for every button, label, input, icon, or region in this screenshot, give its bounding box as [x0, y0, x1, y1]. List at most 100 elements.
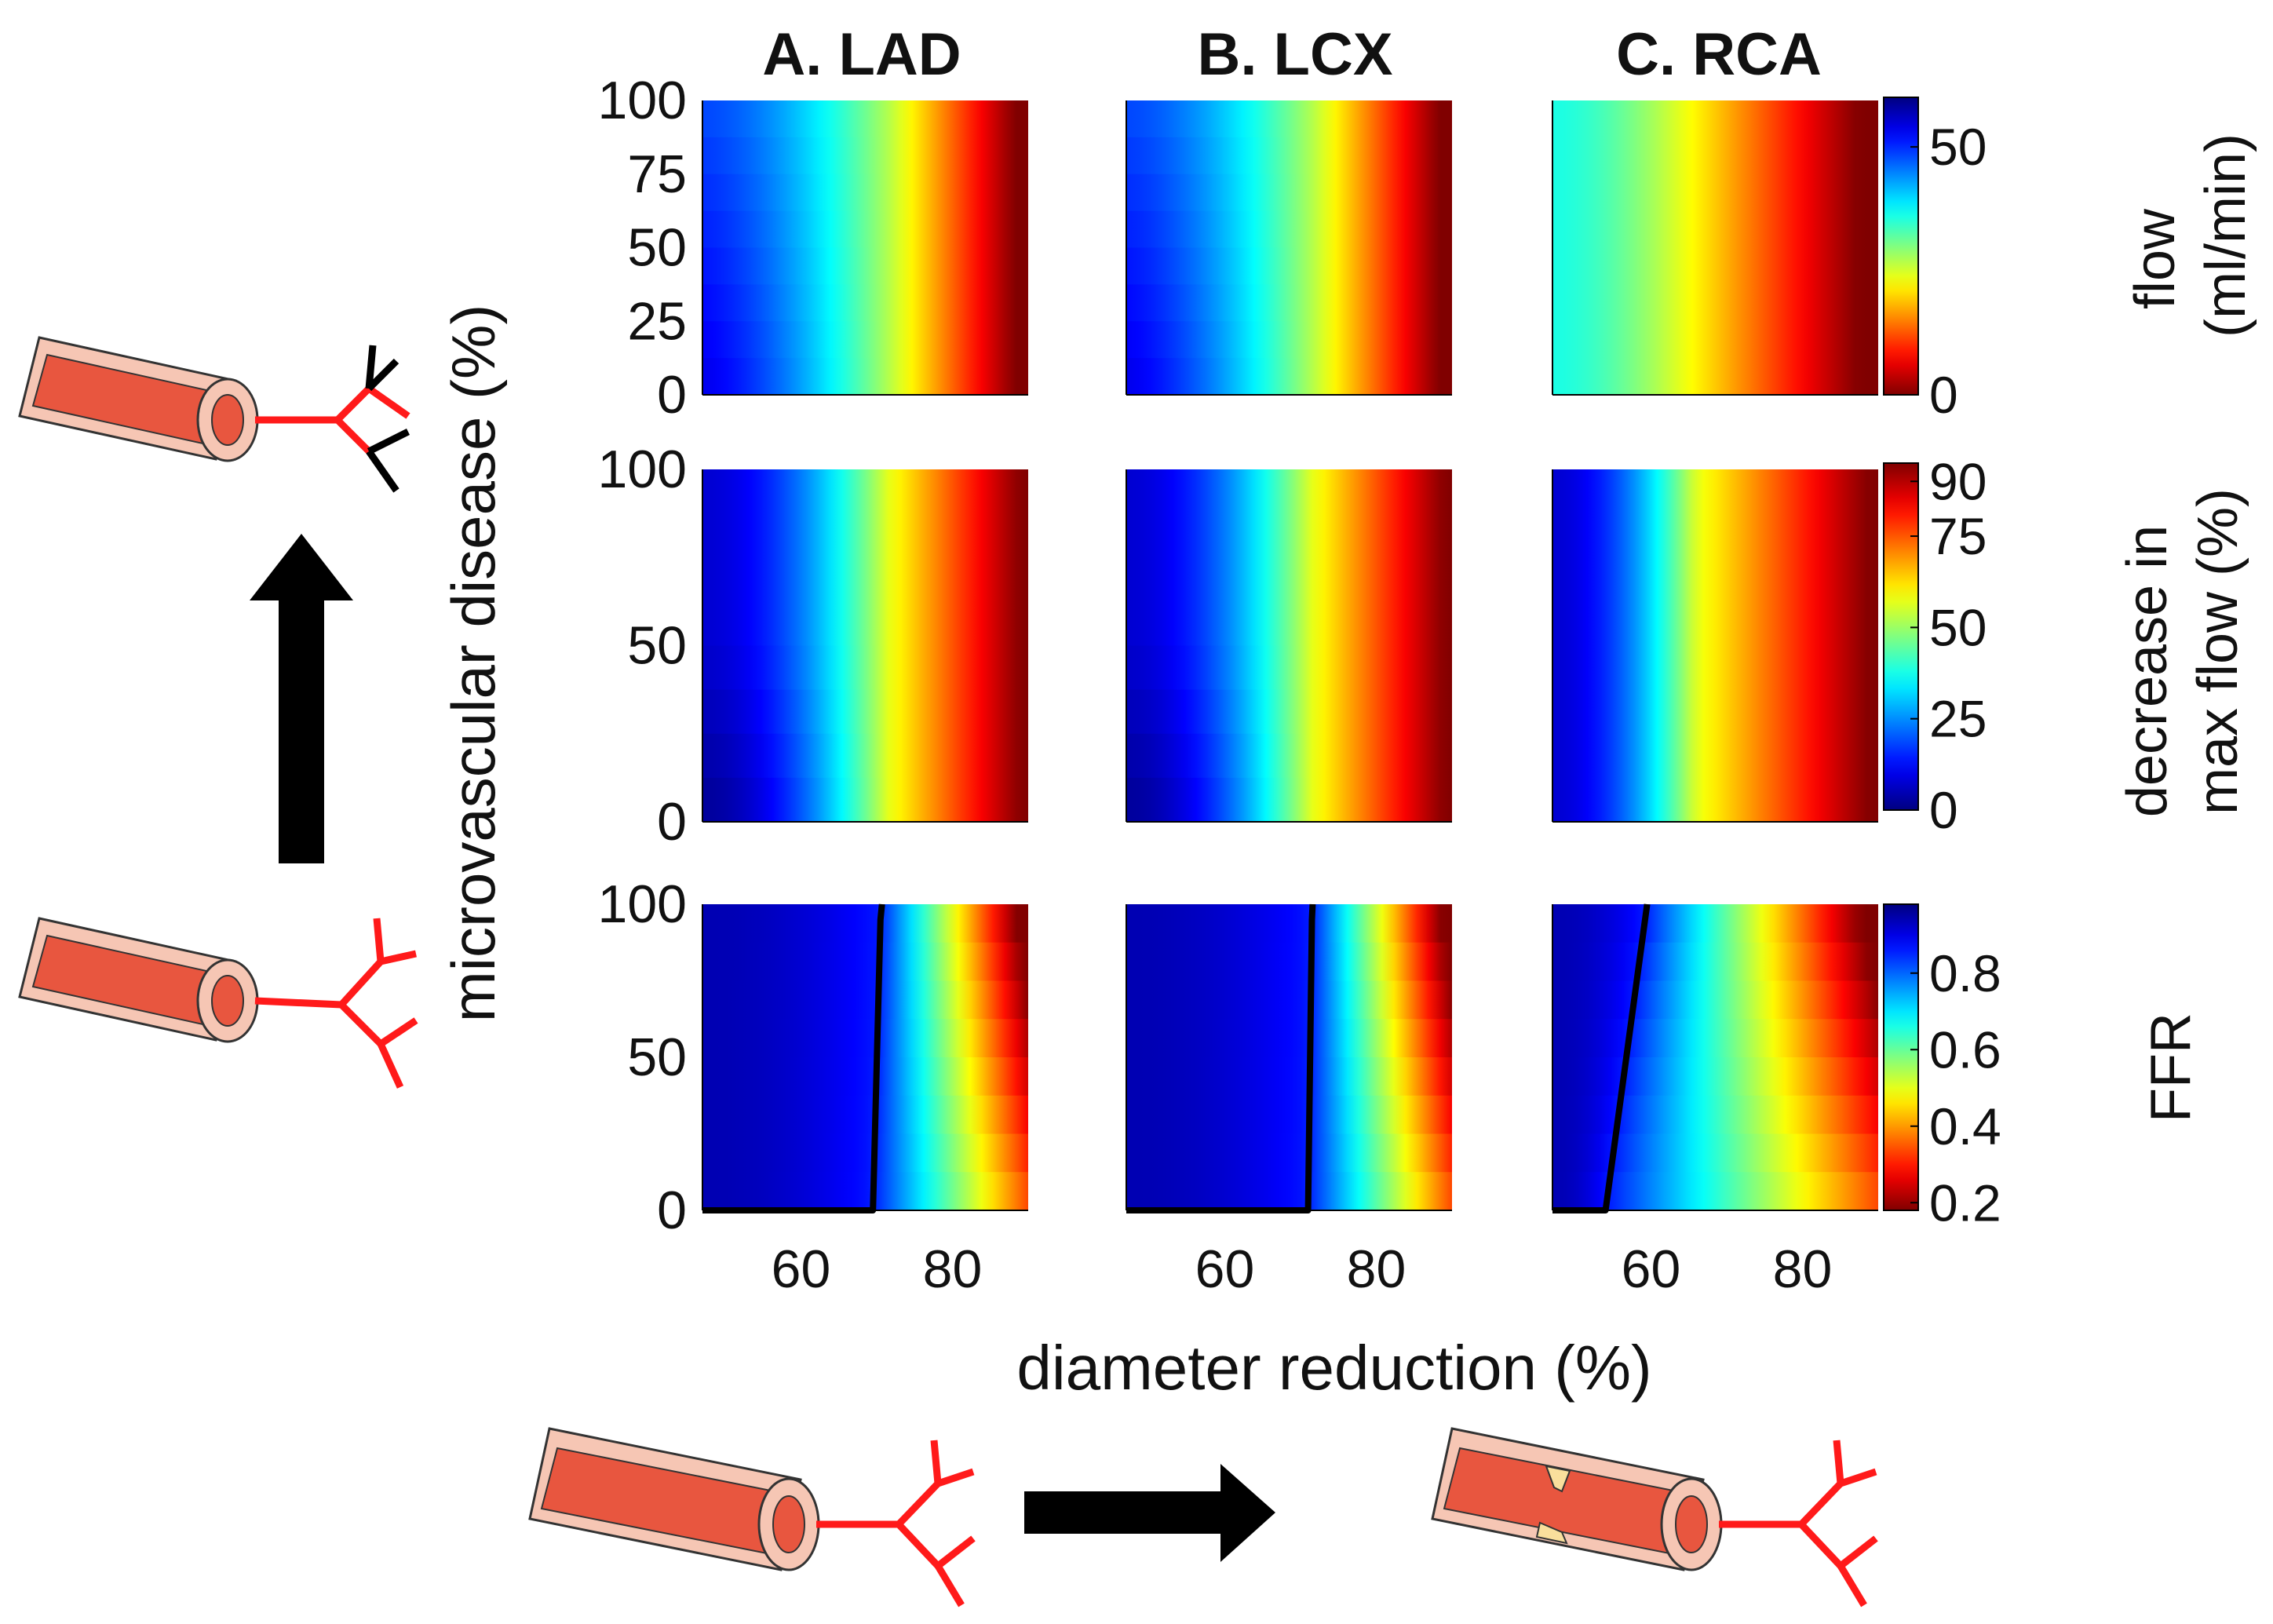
heatmap-band: [1126, 942, 1452, 982]
y-tick-label: 0: [657, 1181, 687, 1240]
heatmap-band: [1552, 777, 1878, 823]
ffr-threshold-contour-lcx: [1126, 903, 1316, 1213]
heatmap-band: [1126, 733, 1452, 779]
colorbar-tick-label: 0: [1929, 781, 1958, 839]
heatmap-band: [1126, 904, 1452, 943]
y-tick-label: 75: [627, 144, 687, 204]
heatmap-band: [702, 601, 1028, 647]
heatmap-band: [702, 137, 1028, 175]
heatmap-band: [702, 173, 1028, 212]
heatmap-band: [702, 469, 1028, 514]
y-tick-label: 0: [657, 365, 687, 425]
colorbar-label-flow-line1: flow: [2124, 208, 2187, 309]
colorbar-tick-label: 0.2: [1929, 1173, 2001, 1232]
colorbar-decrease-in-max-flow: [1883, 462, 1919, 811]
x-tick-label: 60: [772, 1239, 831, 1299]
x-tick-label: 80: [1773, 1239, 1833, 1299]
heatmap-band: [1126, 689, 1452, 735]
heatmap-band: [1126, 557, 1452, 603]
colorbar-FFR: [1883, 903, 1919, 1211]
heatmap-band: [1552, 733, 1878, 779]
heatmap-band: [702, 645, 1028, 691]
heatmap-band: [1552, 1172, 1878, 1211]
heatmap-band: [1126, 1019, 1452, 1058]
heatmap-band: [1126, 137, 1452, 175]
microvasculature-diseased-icon: [255, 345, 410, 493]
heatmap-band: [1126, 601, 1452, 647]
heatmap-FFR-lcx: [1126, 904, 1452, 1211]
heatmap-band: [702, 689, 1028, 735]
heatmap-band: [1552, 1019, 1878, 1058]
microvasculature-healthy-icon: [1719, 1440, 1878, 1608]
heatmap-band: [702, 904, 1028, 943]
heatmap-FFR-rca: [1552, 904, 1878, 1211]
heatmap-band: [1126, 513, 1452, 559]
heatmap-band: [1126, 284, 1452, 323]
heatmap-band: [702, 358, 1028, 396]
y-tick-label: 25: [627, 291, 687, 351]
y-tick-label: 50: [627, 616, 687, 676]
heatmap-band: [1552, 469, 1878, 514]
heatmap-band: [1552, 173, 1878, 212]
heatmap-band: [1126, 100, 1452, 138]
heatmap-band: [1552, 100, 1878, 138]
colorbar-label-decrease-line2: max flow (%): [2187, 488, 2249, 815]
colorbar-tick-label: 0: [1929, 366, 1958, 424]
colorbar-label-flow-line2: (ml/min): [2195, 133, 2257, 338]
heatmap-band: [1126, 1095, 1452, 1135]
colorbar-tick-label: 75: [1929, 507, 1987, 565]
arrow-up-icon: [250, 534, 353, 863]
colorbar-tick-label: 0.8: [1929, 944, 2001, 1002]
heatmap-band: [702, 942, 1028, 982]
heatmap-band: [702, 1133, 1028, 1173]
heatmap-band: [1552, 321, 1878, 359]
y-tick-label: 100: [598, 874, 687, 934]
heatmap-flow-lad: [702, 100, 1028, 396]
heatmap-band: [1552, 1095, 1878, 1135]
vessel-tube: [1431, 1427, 1723, 1571]
heatmap-band: [702, 247, 1028, 286]
x-tick-label: 80: [1347, 1239, 1406, 1299]
colorbar-tick-label: 25: [1929, 690, 1987, 748]
y-tick-label: 50: [627, 218, 687, 278]
y-axis-label: microvascular disease (%): [439, 305, 508, 1023]
heatmap-band: [1552, 904, 1878, 943]
microvasculature-healthy-icon: [254, 918, 418, 1089]
ffr-threshold-contour-lad: [702, 903, 885, 1213]
heatmap-band: [1126, 358, 1452, 396]
heatmap-band: [1126, 980, 1452, 1020]
heatmap-band: [702, 777, 1028, 823]
colorbar-tick-label: 90: [1929, 452, 1987, 510]
colorbar-label-decrease-line1: decrease in: [2116, 525, 2179, 817]
heatmap-band: [702, 980, 1028, 1020]
heatmap-band: [702, 557, 1028, 603]
heatmap-band: [1552, 1133, 1878, 1173]
microvasculature-healthy-icon: [816, 1440, 976, 1608]
heatmap-band: [1552, 1057, 1878, 1097]
heatmap-band: [1126, 469, 1452, 514]
vessel-healthy-illustration-left: [18, 917, 418, 1089]
y-tick-label: 100: [598, 71, 687, 130]
heatmap-band: [1126, 1057, 1452, 1097]
column-title-lad: A. LAD: [762, 21, 961, 88]
heatmap-band: [702, 513, 1028, 559]
heatmap-band: [1552, 513, 1878, 559]
colorbar-label-ffr: FFR: [2140, 1013, 2202, 1122]
y-tick-label: 0: [657, 792, 687, 852]
heatmap-band: [1126, 777, 1452, 823]
heatmap-band: [1126, 321, 1452, 359]
y-tick-label: 50: [627, 1027, 687, 1087]
heatmap-band: [702, 733, 1028, 779]
heatmap-grid: 02550751000500501000255075900501000.20.4…: [598, 71, 2001, 1299]
vessel-stenosis-illustration-bottom: [1431, 1427, 1878, 1608]
colorbar-tick-label: 50: [1929, 598, 1987, 656]
heatmap-band: [1552, 601, 1878, 647]
x-axis-label: diameter reduction (%): [1016, 1333, 1651, 1403]
heatmap-band: [1552, 942, 1878, 982]
heatmap-band: [1126, 173, 1452, 212]
column-title-lcx: B. LCX: [1197, 21, 1392, 88]
colorbar-tick-label: 0.6: [1929, 1020, 2001, 1078]
heatmap-band: [702, 284, 1028, 323]
heatmap-band: [702, 1172, 1028, 1211]
